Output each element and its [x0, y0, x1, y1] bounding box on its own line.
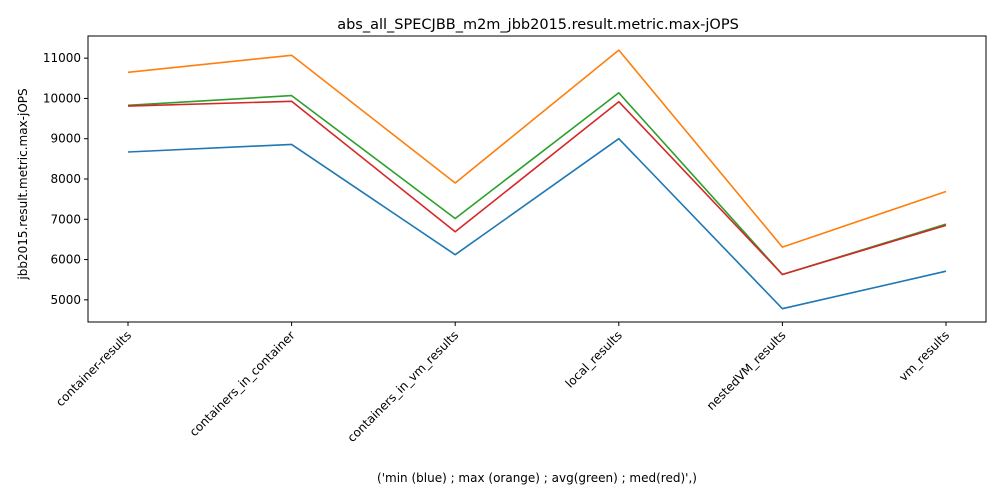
x-tick-label-5: vm_results [896, 328, 952, 384]
y-tick-label-4: 9000 [50, 132, 81, 146]
x-tick-label-4: nestedVM_results [704, 328, 789, 413]
x-tick-label-0: container-results [53, 328, 134, 409]
x-tick-label-1: containers_in_container [187, 328, 298, 439]
y-tick-label-2: 7000 [50, 212, 81, 226]
plot-lines [127, 49, 947, 310]
x-tick-label-3: local_results [563, 328, 625, 390]
y-tick-label-3: 8000 [50, 172, 81, 186]
series-line-3 [127, 100, 947, 276]
series-line-1 [127, 49, 947, 248]
y-tick-label-1: 6000 [50, 253, 81, 267]
y-tick-label-6: 11000 [43, 51, 81, 65]
plot-frame [87, 35, 987, 323]
y-axis-label: jbb2015.result.metric.max-jOPS [16, 88, 30, 280]
series-line-2 [127, 92, 947, 276]
y-tick-label-5: 10000 [43, 91, 81, 105]
y-tick-label-0: 5000 [50, 293, 81, 307]
x-axis-label: ('min (blue) ; max (orange) ; avg(green)… [377, 471, 697, 485]
chart-title: abs_all_SPECJBB_m2m_jbb2015.result.metri… [337, 17, 739, 33]
x-axis: container-results containers_in_container… [53, 322, 952, 445]
series-line-0 [127, 137, 947, 310]
y-axis: 5000 6000 7000 8000 9000 10000 11000 [43, 51, 88, 307]
x-tick-label-2: containers_in_vm_results [345, 328, 462, 445]
